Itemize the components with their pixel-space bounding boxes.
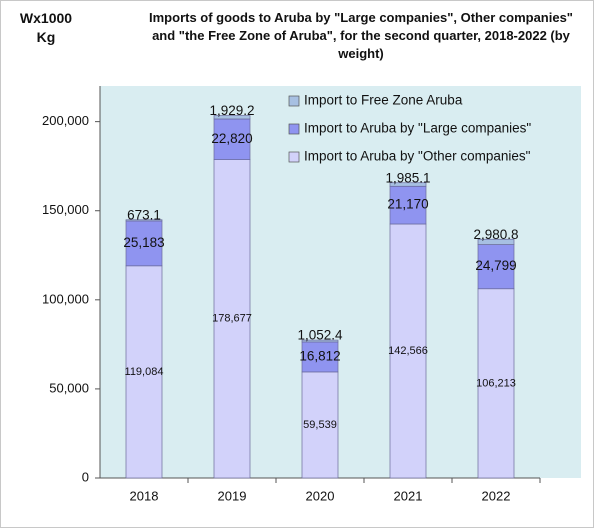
data-label: 22,820 <box>211 131 252 146</box>
legend-label: Import to Aruba by "Large companies" <box>304 121 531 136</box>
legend-swatch <box>288 95 300 107</box>
bar-segment <box>477 288 515 479</box>
bar-segment <box>213 159 251 479</box>
x-tick-label: 2018 <box>130 488 159 503</box>
data-label: 142,566 <box>388 345 428 357</box>
data-label: 16,812 <box>299 348 340 363</box>
bar-segment <box>477 244 515 290</box>
bar-segment <box>389 223 427 479</box>
data-label: 2,980.8 <box>473 227 518 242</box>
data-label: 25,183 <box>123 235 164 250</box>
data-label: 106,213 <box>476 377 516 389</box>
data-label: 21,170 <box>387 197 428 212</box>
data-label: 178,677 <box>212 313 252 325</box>
x-tick-label: 2020 <box>306 488 335 503</box>
bar-segment <box>389 182 427 187</box>
data-label: 1,929.2 <box>209 103 254 118</box>
bar-segment <box>389 185 427 225</box>
data-label: 24,799 <box>475 258 516 273</box>
y-tick-label: 0 <box>82 469 89 484</box>
data-label: 1,052.4 <box>297 328 343 343</box>
x-tick-label: 2022 <box>482 488 511 503</box>
y-tick-label: 50,000 <box>49 380 89 395</box>
y-tick-label: 100,000 <box>42 291 89 306</box>
legend-label: Import to Free Zone Aruba <box>304 93 463 108</box>
legend-swatch <box>288 151 300 163</box>
data-label: 119,084 <box>125 366 164 378</box>
y-axis-label: Wx1000 Kg <box>19 10 73 45</box>
bar-segment <box>213 115 251 120</box>
data-label: 59,539 <box>303 419 337 431</box>
x-tick-label: 2021 <box>394 488 423 503</box>
bar-segment <box>477 238 515 245</box>
bar-segment <box>301 341 339 373</box>
legend-label: Import to Aruba by "Other companies" <box>304 149 531 164</box>
x-tick-label: 2019 <box>218 488 247 503</box>
bar-segment <box>301 339 339 343</box>
bar-segment <box>125 219 163 222</box>
bar-segment <box>125 265 163 479</box>
y-tick-label: 150,000 <box>42 202 89 217</box>
data-label: 1,985.1 <box>385 170 430 185</box>
legend-swatch <box>288 123 300 135</box>
y-tick-label: 200,000 <box>42 113 89 128</box>
data-label: 673.1 <box>127 207 161 222</box>
chart-title: Imports of goods to Aruba by "Large comp… <box>149 10 573 61</box>
bar-segment <box>125 220 163 267</box>
